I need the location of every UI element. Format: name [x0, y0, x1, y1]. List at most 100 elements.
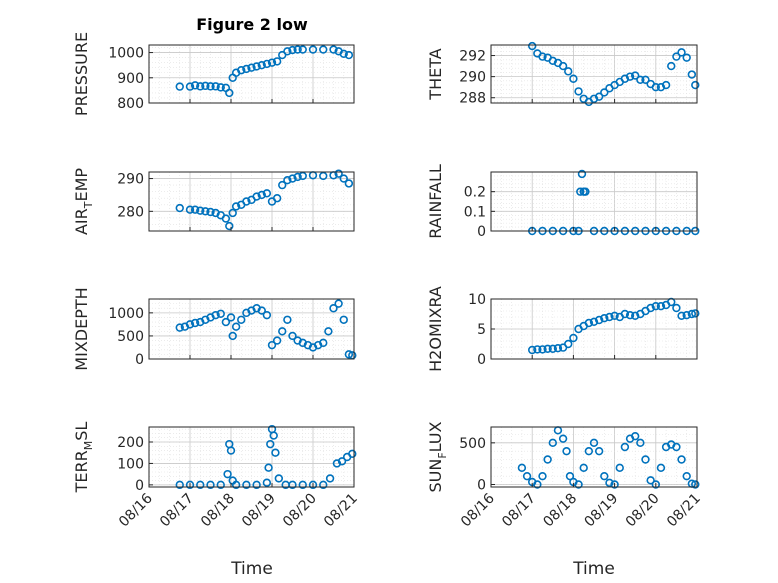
data-point	[641, 455, 650, 464]
data-point	[196, 82, 205, 91]
data-point	[216, 480, 225, 490]
y-axis-label: THETA	[426, 48, 445, 100]
data-point	[334, 299, 343, 308]
data-point	[228, 331, 237, 341]
y-tick-label: 0	[477, 352, 486, 368]
data-point	[329, 45, 338, 54]
data-point	[564, 339, 573, 349]
data-point	[564, 67, 573, 76]
data-point	[517, 463, 527, 473]
data-point	[562, 446, 571, 456]
x-tick-label: 08/18	[198, 491, 238, 531]
data-point	[206, 82, 215, 91]
data-point	[589, 317, 599, 326]
data-point	[344, 350, 354, 359]
y-tick-label: 288	[459, 91, 486, 107]
data-point	[646, 476, 655, 485]
data-point	[543, 344, 552, 353]
data-point	[691, 480, 700, 489]
data-point	[319, 45, 328, 54]
data-point	[672, 52, 681, 61]
data-point	[225, 88, 234, 98]
data-point	[226, 313, 236, 322]
x-tick-label: 08/20	[280, 491, 320, 531]
y-tick-label: 100	[117, 456, 144, 472]
data-point	[190, 205, 200, 214]
data-point	[533, 480, 542, 489]
data-point	[252, 480, 261, 490]
data-point	[272, 336, 282, 345]
data-series	[517, 426, 700, 489]
data-point	[538, 345, 547, 354]
data-point	[242, 197, 251, 206]
axes-box	[490, 44, 698, 104]
data-point	[589, 438, 599, 448]
subplot-5: 0 500 1000 MIXDEPTH	[72, 287, 357, 371]
y-axis-label: PRESSURE	[72, 32, 91, 116]
data-point	[196, 480, 205, 490]
data-point	[605, 312, 614, 322]
axes-box	[148, 298, 355, 360]
axes-background	[149, 172, 354, 231]
data-point	[548, 438, 557, 448]
data-point	[620, 442, 630, 452]
axes-box	[148, 426, 355, 488]
y-axis-label: H2OMIXRA	[426, 286, 445, 372]
data-point	[185, 320, 195, 329]
data-point	[329, 304, 338, 313]
data-point	[339, 174, 348, 183]
data-point	[283, 47, 292, 56]
data-point	[646, 303, 655, 313]
data-series	[175, 45, 354, 98]
data-point	[636, 75, 645, 85]
data-point	[267, 58, 277, 67]
data-point	[175, 480, 184, 490]
y-tick-label: 0	[135, 478, 144, 494]
data-point	[610, 311, 619, 320]
data-point	[574, 87, 583, 96]
data-point	[228, 208, 237, 218]
data-point	[656, 82, 666, 92]
data-point	[190, 81, 200, 90]
data-point	[216, 83, 225, 92]
data-point	[641, 75, 650, 85]
data-point	[600, 314, 609, 323]
data-point	[231, 322, 241, 331]
data-point	[288, 480, 297, 490]
data-point	[651, 302, 660, 311]
x-tick-label: 08/19	[239, 491, 279, 531]
y-tick-label: 200	[117, 435, 144, 451]
y-tick-label: 800	[117, 96, 144, 112]
data-point	[630, 311, 640, 320]
data-point	[206, 207, 215, 217]
data-point	[266, 439, 275, 449]
data-point	[682, 53, 691, 62]
data-point	[584, 446, 594, 456]
y-tick-label: 500	[459, 436, 486, 452]
data-point	[319, 338, 328, 348]
y-tick-label: 0	[477, 224, 486, 240]
data-point	[298, 171, 307, 181]
data-point	[319, 480, 328, 490]
data-point	[201, 81, 210, 91]
data-point	[231, 480, 241, 490]
figure-title: Figure 2 low	[196, 15, 308, 34]
data-point	[274, 474, 284, 483]
y-axis-label: AIRTEMP	[72, 168, 95, 235]
data-point	[558, 434, 568, 443]
data-point	[216, 309, 225, 318]
subplot-4: 0 0.1 0.2 RAINFALL	[426, 164, 700, 240]
x-axis-label-left: Time	[230, 559, 273, 579]
data-point	[288, 174, 297, 183]
data-point	[558, 61, 568, 71]
data-point	[615, 463, 624, 473]
y-tick-label: 900	[117, 71, 144, 87]
data-point	[691, 309, 700, 318]
data-point	[185, 82, 195, 91]
data-point	[262, 310, 272, 320]
data-point	[185, 480, 195, 490]
data-point	[625, 311, 635, 320]
data-point	[579, 463, 588, 473]
grid-lines	[490, 427, 698, 487]
